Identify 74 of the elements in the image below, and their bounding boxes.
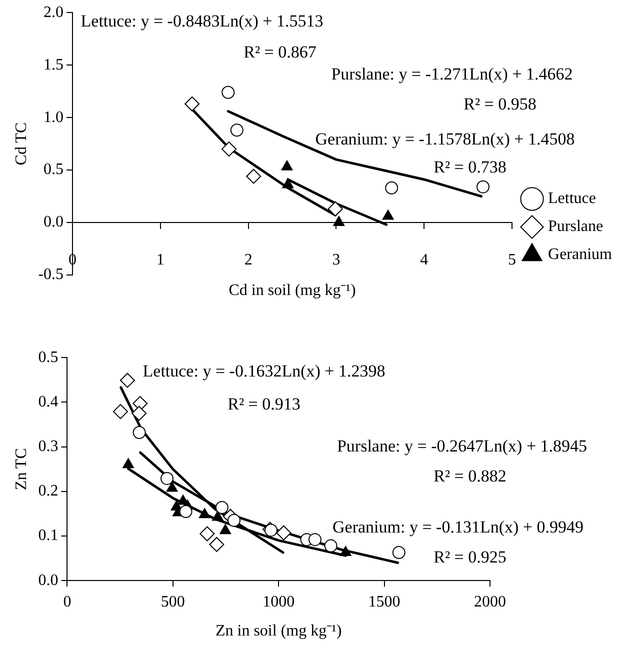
point [132,426,146,440]
point [276,525,292,540]
y-tick-label: 0.2 [38,482,58,500]
point [120,372,135,388]
point [333,216,345,226]
x-tick-label: 1000 [262,593,295,610]
legend-label: Geranium [548,246,613,264]
annotation: R² = 0.925 [434,547,506,566]
point [385,181,398,194]
annotation: R² = 0.867 [244,42,317,62]
x-tick-label: 1500 [368,593,400,610]
point [382,210,394,220]
y-axis-title: Cd TC [12,122,30,166]
point [200,526,215,542]
point [328,201,343,216]
point [227,514,240,527]
point [112,404,128,420]
x-tick-label: 4 [420,251,428,268]
annotation: R² = 0.738 [434,157,506,176]
y-tick-label: 1.0 [44,108,64,126]
x-tick-label: 2000 [474,593,506,610]
point [222,86,235,99]
annotation: Purslane: y = -0.2647Ln(x) + 1.8945 [336,436,588,456]
point [230,124,244,137]
point [392,546,406,559]
annotation: Purslane: y = -1.271Ln(x) + 1.4662 [331,64,573,84]
y-tick-label: 0.5 [38,348,58,366]
x-axis-title: Zn in soil (mg kg⁻¹) [215,622,342,640]
x-tick-label: 2 [244,251,252,268]
y-tick-label: 0.1 [38,527,58,544]
annotation: Geranium: y = -0.131Ln(x) + 0.9949 [332,517,584,536]
y-tick-label: 0.4 [38,393,58,410]
annotation: R² = 0.913 [228,394,300,414]
y-tick-label: 0.0 [38,572,58,589]
y-tick-label: 0.3 [38,438,58,456]
point [221,142,236,157]
y-tick-label: 1.5 [44,56,64,74]
point [282,178,294,188]
y-axis-title: Zn TC [12,448,30,490]
point [340,546,352,556]
annotation: R² = 0.958 [464,94,536,114]
point [209,536,224,552]
point [215,500,228,514]
point [198,508,210,518]
point [160,472,174,485]
legend-label: Lettuce [548,190,596,208]
x-tick-label: 0 [63,593,72,610]
point [264,524,278,537]
point [132,406,147,421]
y-tick-label: 0.0 [44,214,64,231]
y-tick-label: 0.5 [44,161,64,178]
point [166,482,178,492]
x-tick-label: 3 [332,251,340,268]
annotation: Lettuce: y = -0.8483Ln(x) + 1.5513 [80,11,324,30]
point [476,180,490,194]
point [246,168,262,184]
x-tick-label: 1 [156,251,164,268]
point [281,160,293,170]
x-tick-label: 5 [508,251,516,268]
point [220,524,232,534]
y-tick-label: -0.5 [38,266,64,284]
y-tick-label: 2.0 [44,4,64,21]
annotation: Lettuce: y = -0.1632Ln(x) + 1.2398 [142,361,386,380]
point [179,504,192,518]
legend-label: Purslane [548,218,604,236]
annotation: Geranium: y = -1.1578Ln(x) + 1.4508 [315,129,575,148]
x-tick-label: 500 [160,593,185,610]
x-axis-title: Cd in soil (mg kg⁻¹) [228,282,356,300]
point [184,96,200,112]
point [122,458,134,468]
annotation: R² = 0.882 [434,466,506,486]
point [324,539,338,552]
point [212,510,224,521]
point [308,533,322,546]
